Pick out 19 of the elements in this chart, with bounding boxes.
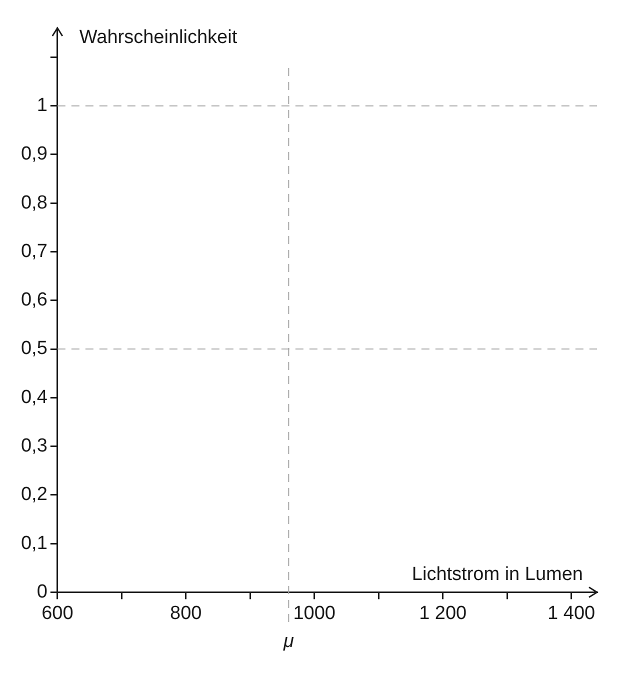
y-tick-label: 0,7 [20,240,48,262]
y-tick-label: 0,2 [20,484,48,506]
y-tick-label: 0,9 [20,144,48,165]
x-tick-label: 1000 [293,602,336,624]
x-axis-title: Lichtstrom in Lumen [412,564,583,585]
x-tick-label: 1 200 [419,602,467,624]
y-tick-label: 0 [36,581,48,602]
y-tick-label: 0,8 [20,192,48,214]
x-tick-label: 1 400 [548,602,596,624]
y-tick-label: 0,3 [20,436,48,457]
x-tick-label: 600 [42,602,74,624]
y-tick-label: 0,6 [20,290,48,311]
y-axis-title: Wahrscheinlichkeit [79,27,238,48]
y-tick-label: 0,4 [20,386,48,408]
y-tick-label: 0,1 [20,532,48,554]
ref-line-label: μ [282,630,294,652]
x-tick-label: 800 [170,602,202,624]
y-tick-label: 0,5 [20,338,48,360]
y-tick-label: 1 [36,95,48,116]
